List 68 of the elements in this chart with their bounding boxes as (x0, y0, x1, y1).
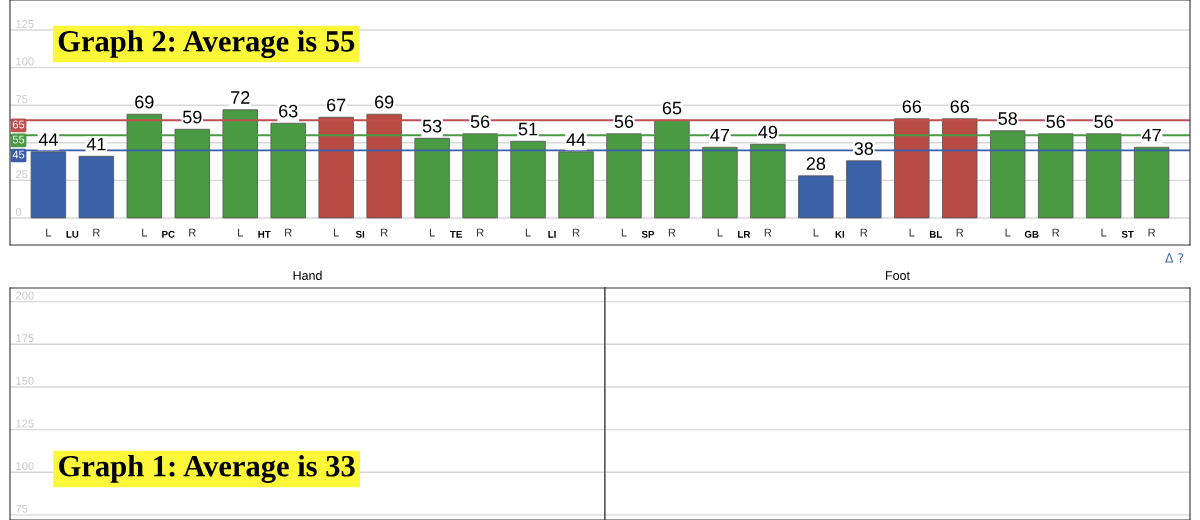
data-label: 58 (998, 112, 1017, 125)
x-tick-label: R (764, 228, 772, 237)
x-tick-label: R (668, 228, 676, 237)
x-tick-label: L (621, 228, 627, 237)
annotation: SI (355, 230, 365, 238)
data-label: 65 (662, 101, 682, 115)
x-tick-label: R (572, 228, 580, 237)
data-label: 38 (854, 142, 874, 155)
x-tick-label: L (717, 228, 723, 237)
x-tick-label: L (334, 228, 339, 237)
data-label: 56 (614, 115, 634, 128)
x-tick-label: L (429, 228, 435, 237)
annotation: TE (450, 230, 462, 238)
annotation: PC (162, 230, 175, 238)
x-tick-label: R (476, 228, 484, 237)
annotation: ST (1121, 230, 1134, 238)
data-label: 41 (86, 137, 106, 151)
annotation: KI (835, 230, 845, 238)
x-tick-label: R (189, 228, 196, 237)
data-label: 28 (806, 157, 826, 171)
annotation: SP (641, 230, 655, 238)
x-tick-label: R (1148, 228, 1156, 237)
data-label: 53 (422, 119, 442, 133)
annotation: LU (66, 230, 79, 238)
data-label: 56 (470, 115, 490, 128)
annotation: Graph 2: Average is 55 (58, 30, 355, 59)
x-tick-label: L (238, 228, 243, 237)
x-tick-label: R (93, 228, 100, 237)
data-label: 66 (902, 100, 922, 113)
data-label: 72 (231, 91, 250, 104)
data-label: 51 (518, 122, 538, 136)
x-tick-label: R (860, 228, 868, 237)
data-label: 44 (566, 133, 586, 146)
ref-line-label: 55 (12, 135, 25, 144)
x-tick-label: R (381, 228, 388, 237)
data-label: 56 (1094, 115, 1113, 128)
data-label: 49 (758, 125, 778, 139)
x-tick-label: L (909, 228, 915, 237)
x-tick-label: L (46, 228, 52, 237)
x-tick-label: R (1052, 228, 1060, 237)
annotation: LI (548, 230, 556, 238)
annotation: Graph 1: Average is 33 (59, 454, 355, 483)
data-label: 56 (1046, 115, 1065, 128)
data-label: 66 (950, 100, 970, 113)
data-label: 44 (38, 133, 58, 146)
data-label: 69 (135, 95, 154, 109)
ref-line-label: 65 (12, 120, 25, 129)
x-tick-label: L (1101, 228, 1107, 237)
x-tick-label: Foot (886, 271, 910, 280)
x-tick-label: L (525, 228, 531, 237)
annotation: GB (1024, 230, 1039, 238)
data-label: 59 (182, 110, 202, 124)
text: Δ ? (1165, 253, 1184, 263)
x-tick-label: L (1005, 228, 1011, 237)
annotation: LR (738, 230, 751, 238)
data-label: 69 (375, 95, 394, 109)
data-label: 47 (1142, 128, 1161, 142)
x-tick-label: R (956, 228, 964, 237)
annotation: BL (929, 230, 942, 238)
x-tick-label: L (142, 228, 148, 237)
data-label: 47 (710, 128, 730, 142)
data-label: 63 (279, 104, 298, 118)
x-tick-label: L (813, 228, 819, 237)
x-tick-label: R (285, 228, 292, 237)
data-label: 67 (327, 98, 346, 112)
x-tick-label: Hand (293, 270, 322, 280)
ref-line-label: 45 (12, 150, 25, 159)
annotation: HT (258, 230, 271, 238)
